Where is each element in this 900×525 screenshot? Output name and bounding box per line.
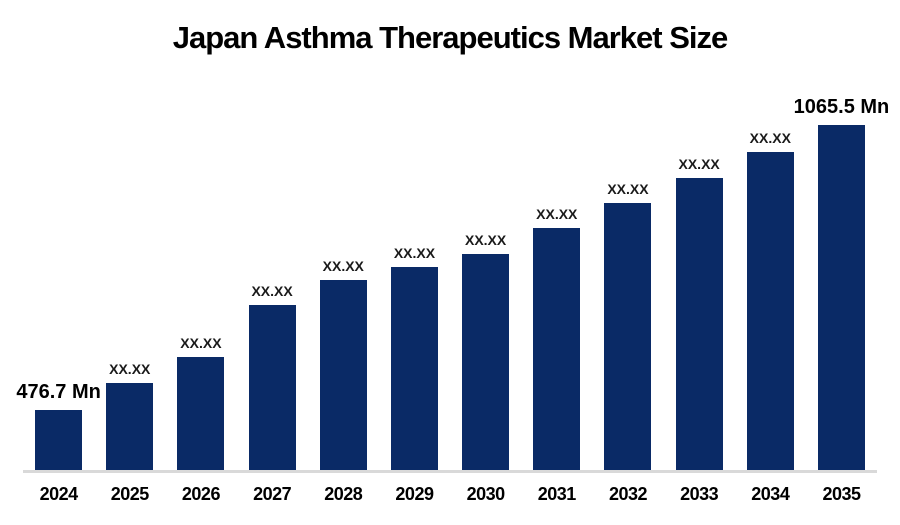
- value-label-2027: XX.XX: [251, 283, 293, 299]
- chart-title: Japan Asthma Therapeutics Market Size: [172, 20, 729, 55]
- x-axis-label-2027: 2027: [253, 484, 292, 504]
- bar-slot-2025: XX.XX: [94, 0, 165, 471]
- x-axis-line: [23, 470, 877, 473]
- value-label-2034: XX.XX: [749, 130, 791, 146]
- bar-2031: XX.XX: [533, 206, 581, 471]
- x-axis-label-2032: 2032: [608, 484, 648, 504]
- bars-container: 476.7 Mn XX.XX XX.XX XX.XX XX.XX XX.XX XX.XX XX…: [16, 0, 889, 471]
- x-axis-label-2029: 2029: [395, 484, 434, 504]
- bar-2030: XX.XX: [462, 232, 510, 471]
- bar-slot-2030: XX.XX: [450, 0, 521, 471]
- bar-slot-2034: XX.XX: [735, 0, 806, 471]
- bar-slot-2028: XX.XX: [308, 0, 379, 471]
- bar-slot-2035: 1065.5 Mn: [794, 0, 889, 471]
- bar-2025: XX.XX: [106, 361, 154, 471]
- value-label-2029: XX.XX: [393, 245, 436, 261]
- x-axis-label-2024: 2024: [39, 484, 79, 504]
- x-axis-label-2034: 2034: [751, 484, 790, 504]
- bar-slot-2033: XX.XX: [664, 0, 735, 471]
- x-axis-label-2025: 2025: [110, 484, 150, 504]
- bar-2032: XX.XX: [604, 181, 652, 471]
- value-label-2025: XX.XX: [109, 361, 151, 377]
- value-label-2030: XX.XX: [464, 232, 507, 248]
- bar-slot-2027: XX.XX: [237, 0, 308, 471]
- bar-2026: XX.XX: [177, 335, 225, 471]
- value-label-2035: 1065.5 Mn: [793, 96, 890, 118]
- bar-2033: XX.XX: [675, 156, 723, 471]
- value-label-2032: XX.XX: [607, 181, 649, 197]
- x-axis-label-2031: 2031: [537, 484, 577, 504]
- x-axis-label-2028: 2028: [324, 484, 363, 504]
- bar-slot-2032: XX.XX: [592, 0, 663, 471]
- bar-2035: 1065.5 Mn: [794, 96, 889, 471]
- value-label-2024: 476.7 Mn: [16, 381, 101, 403]
- value-label-2033: XX.XX: [678, 156, 720, 172]
- bar-2028: XX.XX: [319, 258, 367, 471]
- x-axis-label-2026: 2026: [181, 484, 221, 504]
- x-axis-label-2035: 2035: [822, 484, 861, 504]
- bar-slot-2029: XX.XX: [379, 0, 450, 471]
- bar-slot-2024: 476.7 Mn: [16, 0, 101, 471]
- bar-2029: XX.XX: [390, 245, 438, 471]
- value-label-2026: XX.XX: [180, 335, 222, 351]
- value-label-2031: XX.XX: [536, 206, 578, 222]
- bar-2034: XX.XX: [746, 130, 794, 471]
- x-axis-label-2033: 2033: [680, 484, 719, 504]
- x-axis-labels: 2024 2025 2026 2027 2028 2029 2030 2031 2032 2033…: [23, 484, 877, 505]
- x-axis-label-2030: 2030: [466, 484, 506, 504]
- bar-slot-2031: XX.XX: [521, 0, 592, 471]
- value-label-2028: XX.XX: [322, 258, 364, 274]
- bar-slot-2026: XX.XX: [165, 0, 236, 471]
- bar-2027: XX.XX: [248, 283, 296, 471]
- bar-2024: 476.7 Mn: [16, 381, 101, 471]
